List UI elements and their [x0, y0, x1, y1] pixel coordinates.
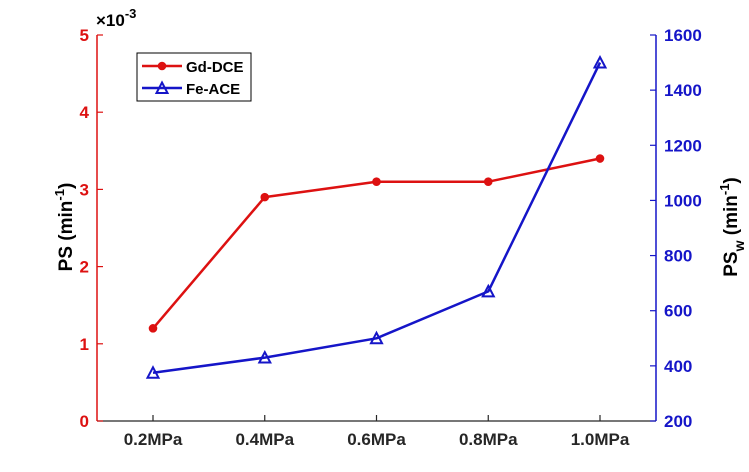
left-axis-tick-label: 2	[80, 258, 89, 277]
series-layer	[145, 54, 608, 379]
right-axis-title: PSw (min-1)	[717, 177, 747, 277]
legend-fe-ace-label: Fe-ACE	[186, 81, 240, 98]
x-axis-tick-label: 0.8MPa	[459, 430, 518, 449]
data-point-fe-ace	[592, 54, 608, 69]
right-axis-title-mid: (min	[721, 195, 742, 240]
series-line-fe-ace	[152, 62, 602, 375]
right-axis-title-sup: -1	[717, 184, 732, 196]
x-axis-tick-label: 0.2MPa	[124, 430, 183, 449]
right-axis-title-main: PS	[721, 251, 742, 276]
data-point-gd-dce	[372, 177, 381, 186]
left-axis-tick-label: 4	[80, 103, 90, 122]
data-point-fe-ace	[369, 330, 384, 345]
left-axis-title-main: PS (min	[56, 201, 77, 272]
right-axis-tick-label: 1000	[664, 191, 702, 210]
left-axis-tick-label: 1	[80, 335, 89, 354]
right-axis-tick-label: 1400	[664, 81, 702, 100]
left-axis-tick-label: 3	[80, 180, 89, 199]
right-axis-tick-label: 600	[664, 302, 692, 321]
right-axis-tick-label: 400	[664, 357, 692, 376]
data-point-fe-ace	[257, 349, 272, 364]
data-point-gd-dce	[595, 154, 605, 163]
left-axis-title-sup: -1	[52, 189, 67, 201]
left-axis-title: PS (min-1)	[52, 183, 77, 272]
data-point-gd-dce	[148, 324, 158, 333]
left-axis-tick-label: 5	[80, 26, 89, 45]
data-point-gd-dce	[483, 177, 493, 186]
right-axis-title-sub: w	[731, 240, 747, 252]
data-point-gd-dce	[260, 192, 270, 202]
left-axis-exponent: ×10-3	[96, 6, 136, 30]
x-axis-tick-label: 1.0MPa	[571, 430, 630, 449]
right-axis-title-end: )	[721, 177, 742, 183]
right-axis-tick-label: 1600	[664, 26, 702, 45]
x-axis-tick-label: 0.4MPa	[235, 430, 294, 449]
left-axis-exponent-power: -3	[125, 6, 137, 21]
x-axis-tick-label: 0.6MPa	[347, 430, 406, 449]
axes: 0 1 2 3 4 5 200 400 600 800 1000 1200 1400 1600 0.2MPa…	[80, 26, 702, 449]
right-axis-tick-label: 200	[664, 412, 692, 431]
left-axis-tick-label: 0	[80, 412, 89, 431]
legend-gd-dce-label: Gd-DCE	[186, 59, 244, 76]
right-axis-tick-label: 1200	[664, 136, 702, 155]
left-axis-title-end: )	[56, 183, 77, 189]
legend-fe-ace-marker	[154, 80, 170, 94]
data-point-fe-ace	[481, 283, 496, 298]
right-axis-tick-label: 800	[664, 247, 692, 266]
data-point-fe-ace	[145, 365, 161, 379]
legend-gd-dce-marker	[157, 61, 167, 71]
legend: Gd-DCE Fe-ACE	[136, 52, 252, 102]
left-axis-exponent-base: ×10	[96, 11, 125, 30]
